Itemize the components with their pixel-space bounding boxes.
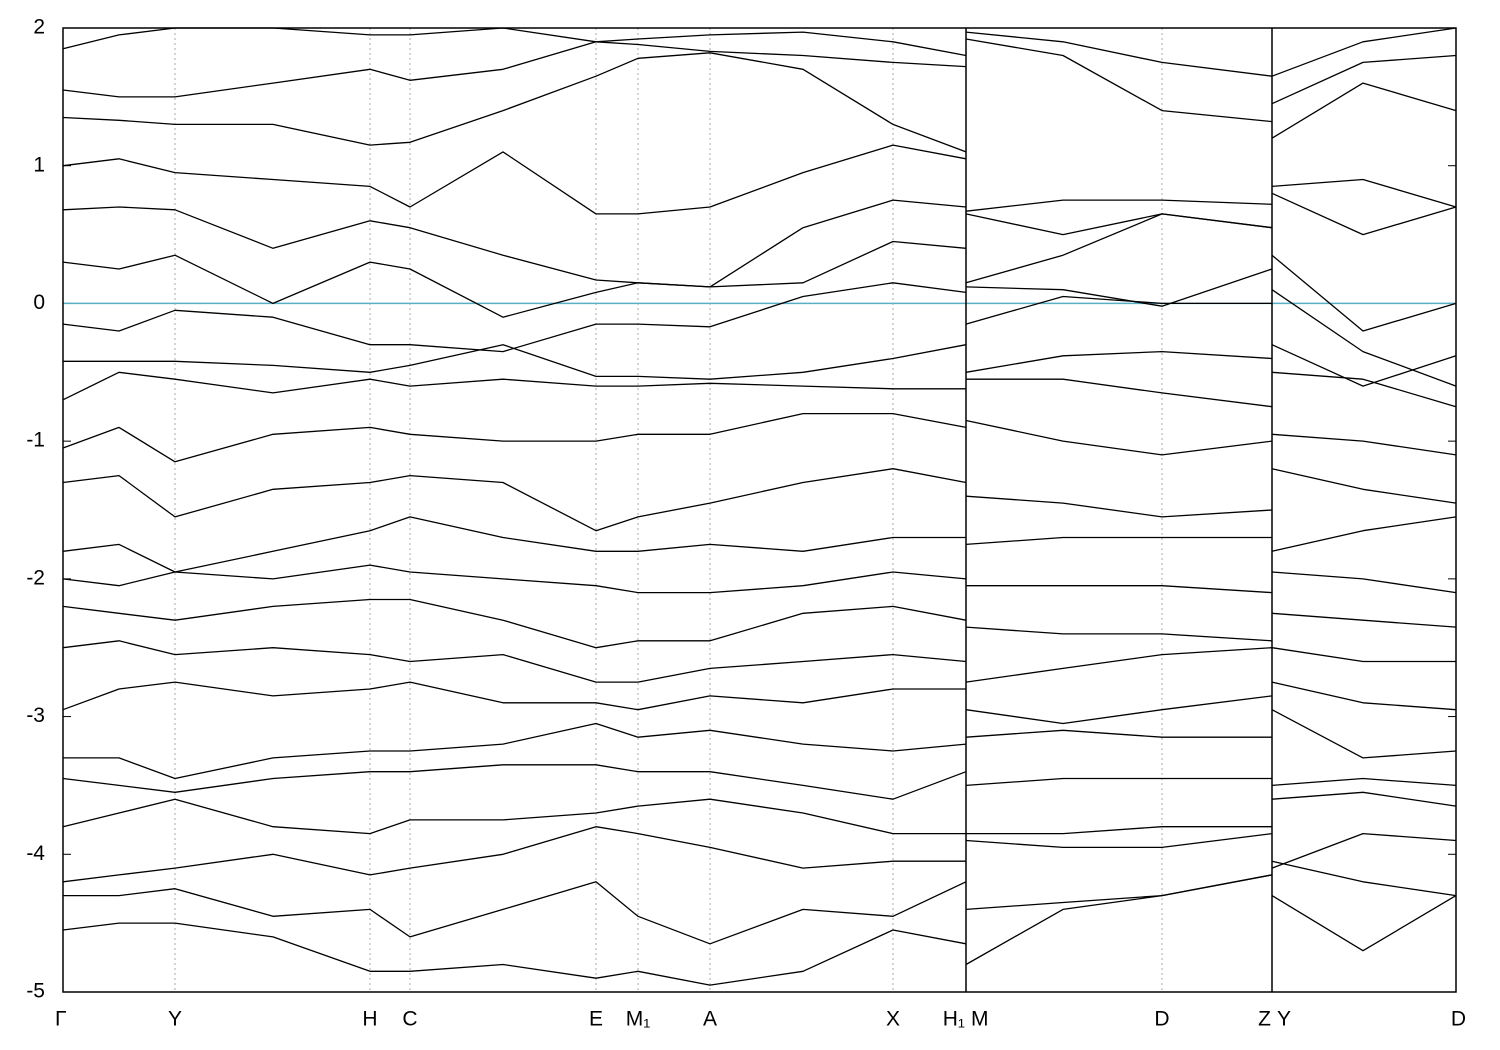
band-line <box>62 27 1457 77</box>
band-line <box>62 764 1457 800</box>
x-tick-label: A <box>703 1008 717 1031</box>
x-tick-label: Y <box>168 1008 182 1031</box>
x-tick-label: M₁ <box>626 1008 651 1031</box>
x-tick-label: D <box>1451 1008 1466 1031</box>
y-tick-label: 2 <box>33 16 45 39</box>
band-line <box>62 681 1457 725</box>
band-line <box>62 282 1457 387</box>
band-line <box>62 516 1457 573</box>
band-line <box>63 860 1457 945</box>
x-tick-label: Y <box>1277 1008 1291 1031</box>
y-tick-label: -2 <box>26 566 45 589</box>
band-line <box>63 709 1457 780</box>
band-line <box>62 144 1457 236</box>
band-line <box>62 826 1457 883</box>
band-line <box>62 31 1457 123</box>
x-tick-label: H₁ <box>943 1008 965 1031</box>
band-line <box>62 640 1456 683</box>
band-line <box>62 874 1457 986</box>
band-line <box>63 344 1457 387</box>
x-tick-label: E <box>589 1008 603 1031</box>
y-tick-label: 1 <box>33 153 45 176</box>
band-line <box>62 371 1457 408</box>
band-line <box>62 412 1457 463</box>
x-tick-label: M <box>971 1008 989 1031</box>
y-tick-label: -3 <box>26 704 45 727</box>
band-line <box>62 468 1457 532</box>
band-line <box>62 598 1457 649</box>
y-tick-label: -4 <box>26 842 45 865</box>
band-line <box>62 240 1457 332</box>
x-tick-label: Z <box>1258 1008 1271 1031</box>
x-tick-label: H <box>362 1008 377 1031</box>
x-tick-label: Γ <box>55 1008 67 1031</box>
band-line <box>62 192 1457 288</box>
y-tick-label: -5 <box>26 980 45 1003</box>
y-tick-label: 0 <box>33 291 45 314</box>
x-tick-label: C <box>402 1008 417 1031</box>
band-line <box>62 791 1457 835</box>
band-line <box>62 52 1457 212</box>
band-line <box>62 564 1457 594</box>
x-tick-label: X <box>886 1008 900 1031</box>
x-tick-label: D <box>1154 1008 1169 1031</box>
plot-frame <box>62 27 1457 993</box>
y-tick-label: -1 <box>26 429 45 452</box>
